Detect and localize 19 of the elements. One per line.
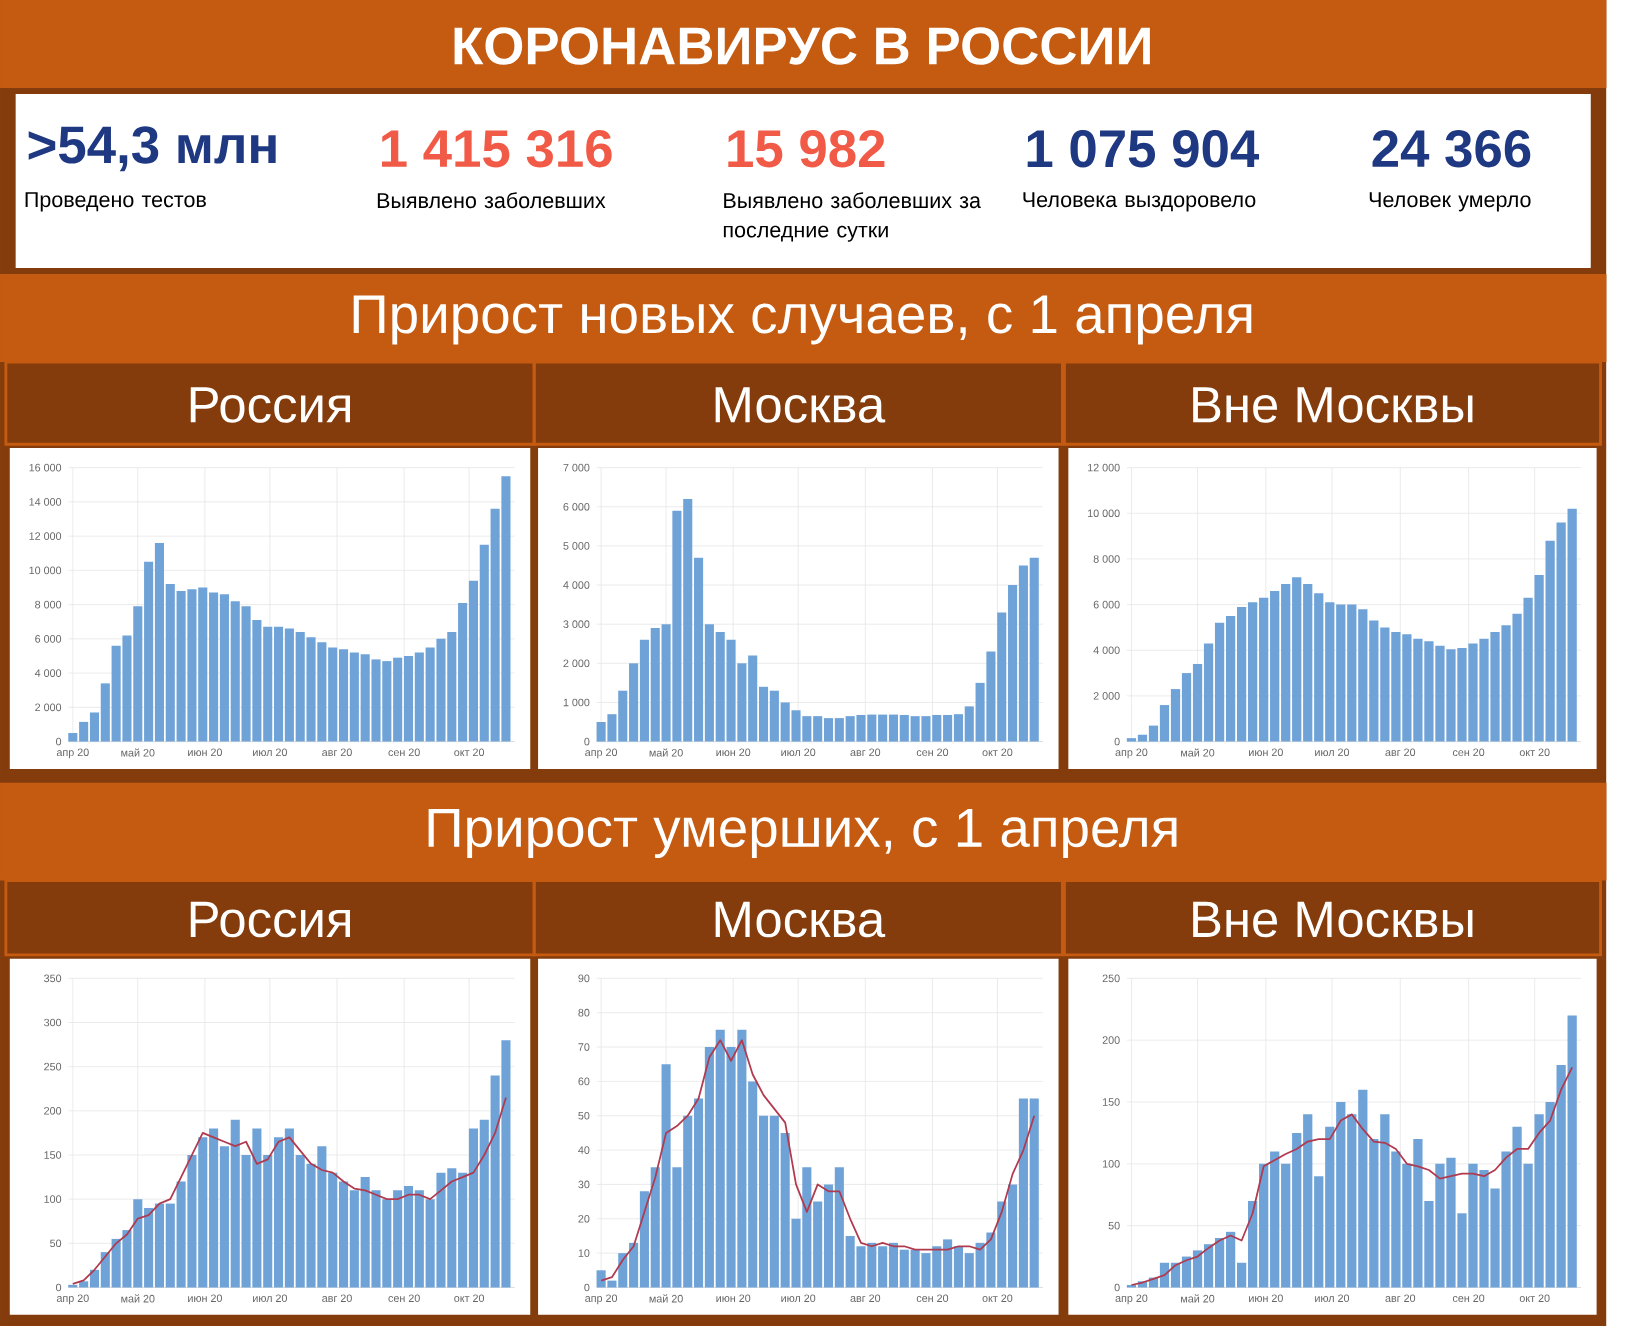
chart-title: Москва — [715, 386, 886, 423]
text: Выявлено заболевших — [377, 191, 606, 208]
text: КОРОНАВИРУС В РОССИИ — [454, 27, 1150, 65]
chart-title: Россия — [190, 901, 350, 938]
text: Выявлено заболевших за последние сутки — [723, 191, 981, 242]
chart-title: Россия — [190, 386, 350, 423]
text: Прирост новых случаев, с 1 апреля — [353, 295, 1252, 345]
text: Проведено тестов — [25, 191, 206, 212]
text: 15 982 — [728, 129, 885, 168]
text: 24 366 — [1372, 129, 1531, 168]
text: Человека выздоровело — [1023, 191, 1256, 212]
chart-title: Вне Москвы — [1193, 901, 1473, 938]
text: >54,3 млн — [28, 125, 276, 171]
text: 1 075 904 — [1027, 129, 1260, 168]
chart-title: Москва — [715, 901, 886, 938]
chart-title: Вне Москвы — [1193, 386, 1473, 423]
text: 1 415 316 — [382, 129, 612, 168]
text: Человек умерло — [1369, 191, 1531, 212]
text: Прирост умерших, с 1 апреля — [428, 808, 1177, 858]
